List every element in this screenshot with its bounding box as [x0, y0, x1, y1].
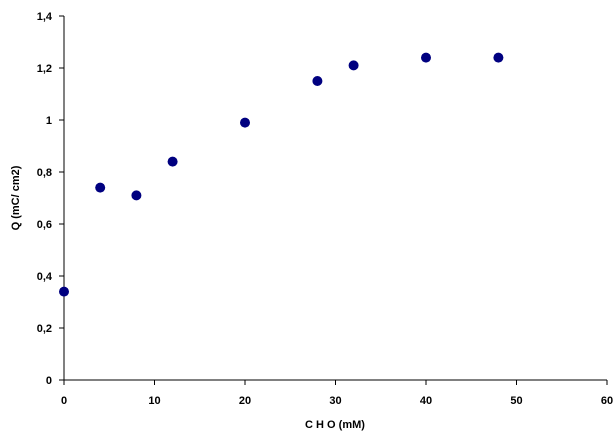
data-point: [421, 52, 431, 63]
y-tick-label: 0,8: [37, 167, 52, 179]
x-tick-label: 40: [420, 395, 432, 407]
x-axis-title: C H O (mM): [305, 419, 365, 431]
y-tick-label: 1,2: [37, 63, 52, 75]
data-point: [240, 117, 250, 128]
x-tick-label: 0: [61, 395, 67, 407]
y-tick-label: 1,4: [37, 11, 53, 23]
y-tick-label: 0,6: [37, 219, 52, 231]
y-tick-label: 0,4: [37, 271, 53, 283]
data-point: [167, 156, 178, 167]
data-point: [312, 76, 323, 86]
data-point: [131, 190, 142, 201]
y-axis-title: Q (mC/ cm2): [10, 165, 22, 230]
x-tick-label: 30: [329, 395, 341, 407]
x-tick-label: 60: [601, 395, 613, 407]
data-point: [59, 286, 69, 297]
data-points: [59, 52, 504, 297]
axis-ticks: 0 10 20 30 40 50 60 0 0,2 0,4 0,6 0,8 1 1,2 1,4: [37, 11, 613, 407]
data-point: [493, 52, 504, 63]
data-point: [348, 60, 359, 71]
x-tick-label: 10: [148, 395, 160, 407]
y-tick-label: 1: [46, 115, 52, 127]
data-point: [95, 182, 106, 193]
x-tick-label: 20: [239, 395, 251, 407]
y-tick-label: 0: [46, 375, 52, 387]
y-tick-label: 0,2: [37, 323, 52, 335]
x-tick-label: 50: [510, 395, 522, 407]
